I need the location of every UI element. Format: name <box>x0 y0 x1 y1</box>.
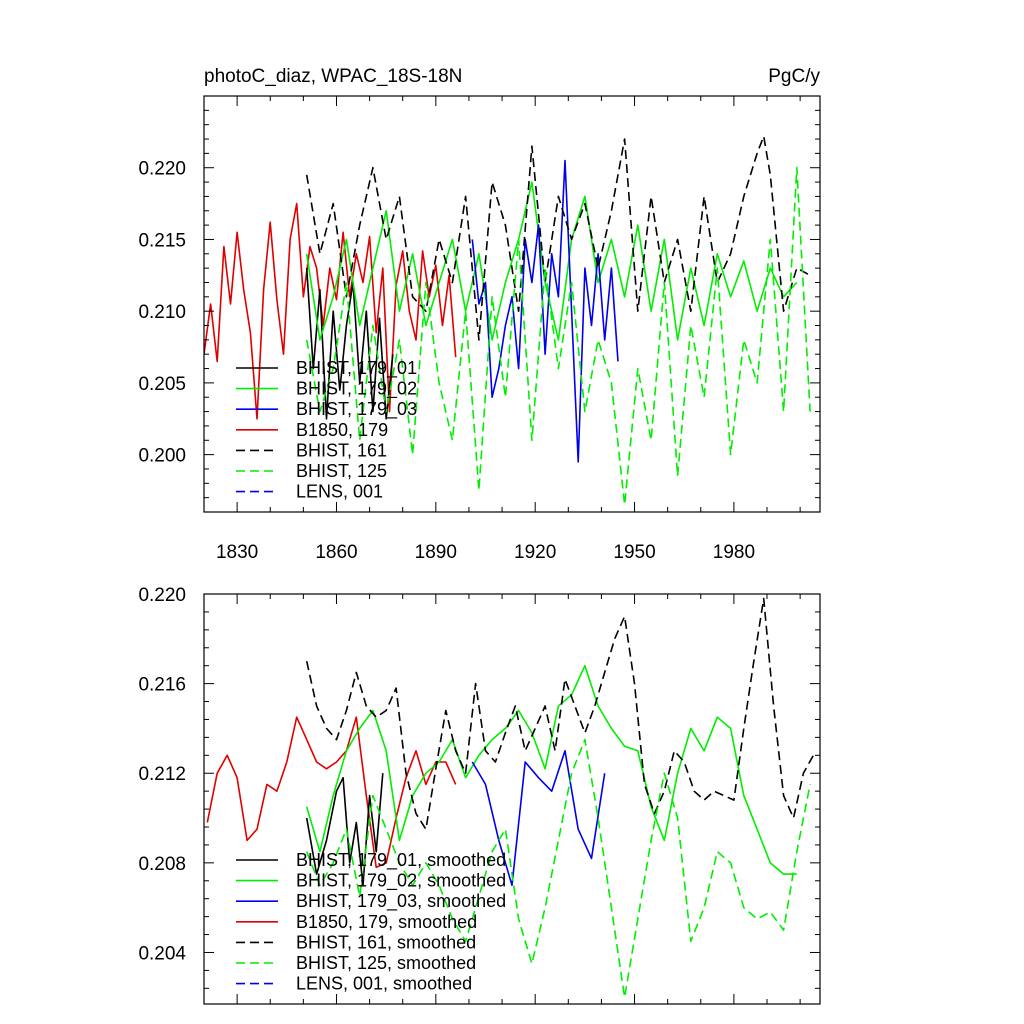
legend-label: BHIST, 179_03 <box>296 399 417 420</box>
legend-label: B1850, 179, smoothed <box>296 912 477 932</box>
y-tick-label: 0.210 <box>138 302 186 323</box>
legend-label: BHIST, 179_02 <box>296 379 417 400</box>
series-line-0-4 <box>305 135 811 341</box>
legend-label: BHIST, 179_03, smoothed <box>296 891 506 912</box>
legend-label: BHIST, 161, smoothed <box>296 932 476 952</box>
legend-label: B1850, 179 <box>296 420 388 440</box>
legend-label: BHIST, 179_01 <box>296 358 417 379</box>
x-tick-label: 1950 <box>613 542 655 563</box>
series-line-0-3 <box>471 159 619 463</box>
x-tick-label: 1860 <box>315 542 357 563</box>
y-tick-label: 0.208 <box>138 854 186 875</box>
legend-label: LENS, 001 <box>296 482 383 502</box>
series-group <box>206 597 815 999</box>
series-line-0-1 <box>305 268 394 420</box>
series-line-1-5 <box>305 738 811 999</box>
legend-label: BHIST, 125 <box>296 461 387 481</box>
series-line-1-1 <box>305 773 384 887</box>
y-tick-label: 0.215 <box>138 230 186 251</box>
series-group <box>204 135 811 506</box>
chart-title: photoC_diaz, WPAC_18S-18N <box>204 66 462 87</box>
legend-label: BHIST, 161 <box>296 440 387 460</box>
y-tick-label: 0.220 <box>138 585 186 606</box>
y-tick-label: 0.204 <box>138 943 186 964</box>
series-line-1-4 <box>305 597 815 831</box>
series-line-1-0 <box>206 716 457 869</box>
y-tick-label: 0.216 <box>138 675 186 696</box>
series-line-0-5 <box>305 166 811 506</box>
plot-frame <box>203 95 821 513</box>
top-panel: 1830 1860 1890 1920 1950 1980 0.200 0.205 0.210 0… <box>138 95 821 563</box>
y-tick-label: 0.205 <box>138 374 186 395</box>
series-line-0-2 <box>305 181 798 341</box>
legend-label: LENS, 001, smoothed <box>296 974 472 994</box>
y-tick-label: 0.220 <box>138 159 186 180</box>
x-tick-label: 1830 <box>216 542 258 563</box>
x-tick-label: 1890 <box>415 542 457 563</box>
series-line-1-2 <box>305 664 797 875</box>
chart-units: PgC/y <box>768 66 820 87</box>
x-tick-label: 1980 <box>713 542 755 563</box>
y-tick-label: 0.200 <box>138 446 186 467</box>
series-line-1-3 <box>471 749 606 887</box>
x-tick-label: 1920 <box>514 542 556 563</box>
series-line-0-0 <box>204 202 457 420</box>
bottom-panel: 0.204 0.208 0.212 0.216 0.220 BHIST, 179_01, … <box>138 585 821 1005</box>
y-tick-label: 0.212 <box>138 764 186 785</box>
legend-label: BHIST, 179_02, smoothed <box>296 871 506 892</box>
plot-frame <box>203 593 821 1005</box>
legend-label: BHIST, 125, smoothed <box>296 953 476 973</box>
legend-label: BHIST, 179_01, smoothed <box>296 850 506 871</box>
